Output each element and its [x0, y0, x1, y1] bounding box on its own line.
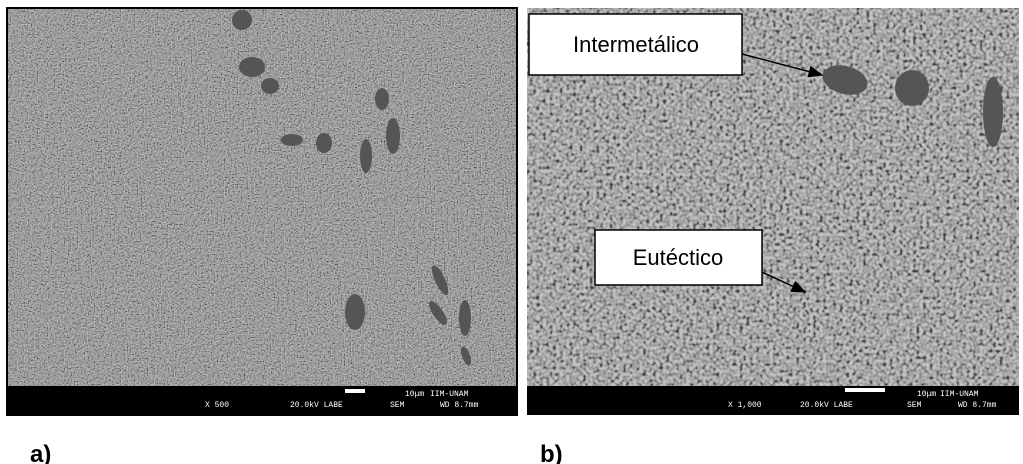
voltage: 20.0kV LABE [290, 401, 343, 410]
micrograph-b: X 1,000 20.0kV LABE SEM 10μm IIM-UNAM WD… [527, 8, 1019, 415]
particle [375, 88, 389, 110]
mode: SEM [907, 401, 922, 410]
particle [983, 77, 1003, 147]
particle [316, 133, 332, 153]
particle [239, 57, 265, 77]
particle [281, 134, 303, 146]
particle [895, 70, 929, 106]
voltage: 20.0kV LABE [800, 401, 853, 410]
particle [345, 294, 365, 330]
institution: IIM-UNAM [430, 390, 469, 399]
scale-bar [845, 388, 885, 392]
micrograph-a: X 500 20.0kV LABE SEM 10μm IIM-UNAM WD 8… [7, 8, 517, 415]
panel-label: a) [30, 441, 51, 464]
particle [261, 78, 279, 94]
working-distance: WD 8.7mm [440, 401, 479, 410]
annotation: Intermetálico [573, 32, 699, 57]
figure: X 500 20.0kV LABE SEM 10μm IIM-UNAM WD 8… [0, 0, 1023, 464]
particle [386, 118, 400, 154]
particle [232, 10, 252, 30]
annotation: Eutéctico [633, 245, 724, 270]
panel-label: b) [540, 441, 563, 464]
institution: IIM-UNAM [940, 390, 979, 399]
magnification: X 500 [205, 401, 229, 410]
mode: SEM [390, 401, 405, 410]
particle [360, 139, 372, 173]
scale-bar [345, 389, 365, 393]
magnification: X 1,000 [728, 401, 762, 410]
particle [459, 300, 471, 336]
working-distance: WD 8.7mm [958, 401, 997, 410]
scale: 10μm [405, 390, 424, 399]
scale: 10μm [917, 390, 936, 399]
